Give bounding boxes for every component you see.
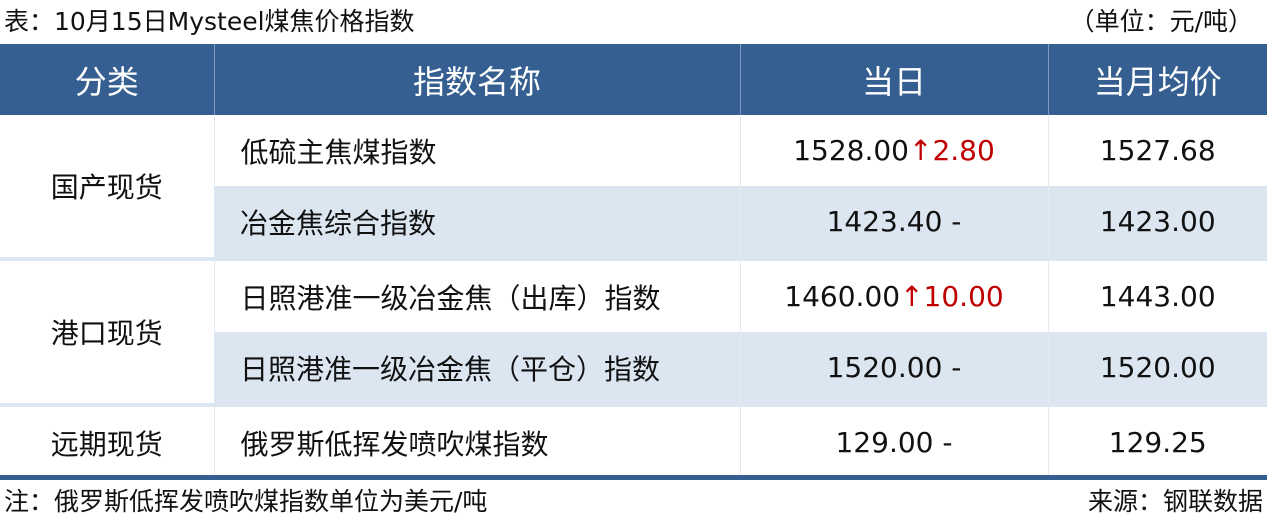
table-title: 表：10月15日Mysteel煤焦价格指数 [4,7,415,36]
today-price: 1423.40 [826,205,943,238]
table-row: 冶金焦综合指数 1423.40 - 1423.00 [0,186,1267,259]
category-cell: 远期现货 [0,403,214,478]
today-value: 1460.00↑10.00 [739,257,1048,332]
monthly-avg: 129.25 [1047,403,1267,478]
monthly-avg: 1443.00 [1047,257,1267,332]
monthly-avg: 1520.00 [1047,332,1267,405]
up-arrow-change: ↑10.00 [900,280,1004,313]
change: - [951,205,962,238]
today-value: 129.00 - [739,403,1048,478]
index-name: 冶金焦综合指数 [214,186,740,259]
table-row: 港口现货 日照港准一级冶金焦（出库）指数 1460.00↑10.00 1443.… [0,257,1267,405]
footnote: 注：俄罗斯低挥发喷吹煤指数单位为美元/吨 [4,487,488,516]
today-value: 1520.00 - [739,332,1048,405]
unit-label: （单位：元/吨） [1069,7,1253,36]
header-category: 分类 [0,44,214,115]
change: - [942,426,953,459]
header-index-name: 指数名称 [213,44,740,115]
monthly-avg: 1527.68 [1047,115,1267,186]
index-name: 日照港准一级冶金焦（出库）指数 [213,257,740,332]
category-cell: 国产现货 [0,115,214,259]
today-price: 1528.00 [793,134,909,167]
header-monthly-avg: 当月均价 [1047,44,1267,115]
header-today: 当日 [739,44,1048,115]
change: - [951,351,962,384]
today-price: 129.00 [835,426,934,459]
price-index-table: 分类 指数名称 当日 当月均价 国产现货 低硫主焦煤指数 1528.00↑2.8… [0,44,1267,478]
category-cell: 港口现货 [0,257,214,405]
today-price: 1460.00 [784,280,901,313]
source-label: 来源：钢联数据 [1087,487,1263,516]
up-arrow-change: ↑2.80 [908,134,995,167]
today-value: 1423.40 - [739,186,1048,259]
index-name: 俄罗斯低挥发喷吹煤指数 [213,403,740,478]
bottom-divider [0,475,1267,480]
index-name: 日照港准一级冶金焦（平仓）指数 [214,332,740,405]
index-name: 低硫主焦煤指数 [213,115,740,186]
today-price: 1520.00 [826,351,943,384]
today-value: 1528.00↑2.80 [739,115,1048,186]
monthly-avg: 1423.00 [1047,186,1267,259]
table-row: 远期现货 俄罗斯低挥发喷吹煤指数 129.00 - 129.25 [0,403,1267,478]
table-row: 日照港准一级冶金焦（平仓）指数 1520.00 - 1520.00 [0,332,1267,405]
table-row: 国产现货 低硫主焦煤指数 1528.00↑2.80 1527.68 [0,115,1267,259]
header-row: 分类 指数名称 当日 当月均价 [0,44,1267,115]
